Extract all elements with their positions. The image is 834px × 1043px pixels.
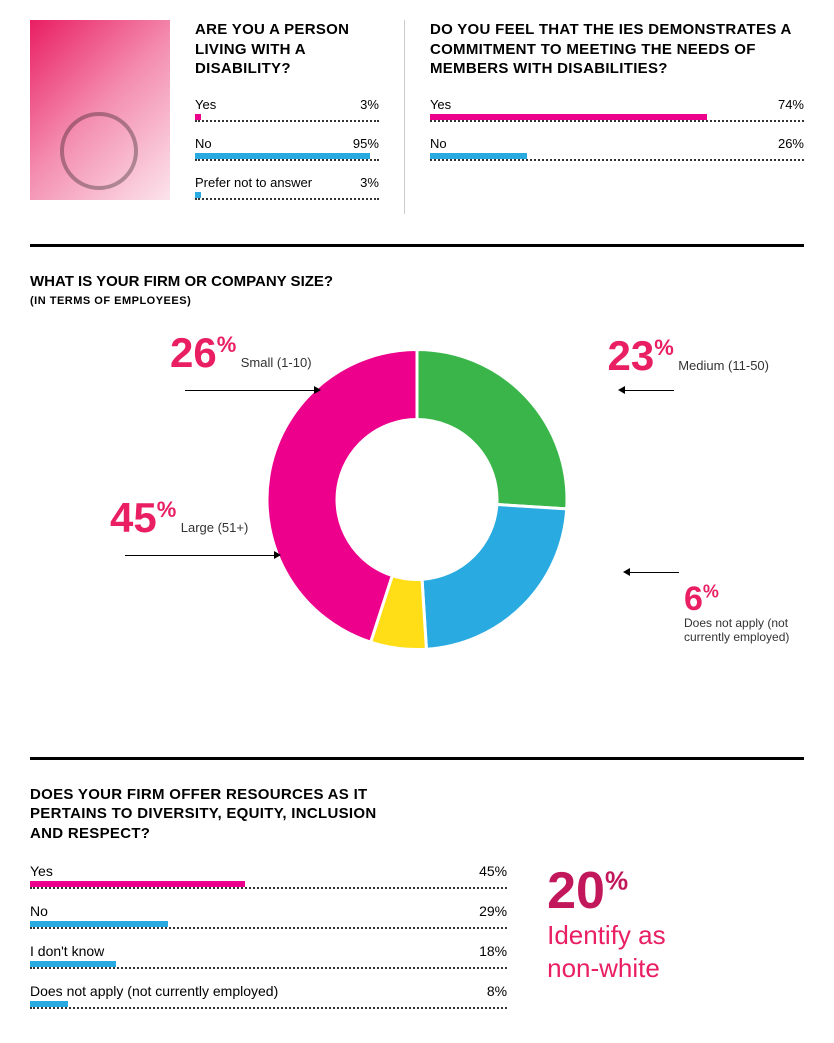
pct-large: 45% [110,494,176,541]
bar-label: Yes [30,863,53,879]
donut-chart [257,339,577,664]
bar-row: Prefer not to answer 3% [195,175,379,200]
bar-value: 95% [353,136,379,151]
bar-value: 3% [360,175,379,190]
bar-value: 8% [487,983,507,999]
bar-row: I don't know 18% [30,943,507,969]
bar-value: 18% [479,943,507,959]
arrow-na [629,572,679,573]
divider-1 [30,244,804,247]
bar-value: 3% [360,97,379,112]
donut-section: WHAT IS YOUR FIRM OR COMPANY SIZE? (IN T… [30,272,804,732]
label-na: Does not apply (not currently employed) [684,616,794,645]
bar-row: Yes 74% [430,97,804,122]
q2-bars: Yes 74% No 26% [430,97,804,161]
q1-title: ARE YOU A PERSON LIVING WITH A DISABILIT… [195,20,379,79]
bar-label: I don't know [30,943,104,959]
bar-label: Does not apply (not currently employed) [30,983,278,999]
bar-row: No 29% [30,903,507,929]
donut-slice [422,504,567,649]
bar-row: Yes 3% [195,97,379,122]
bar-label: Yes [430,97,451,112]
bar-row: No 26% [430,136,804,161]
bar-label: Yes [195,97,216,112]
donut-slice [417,349,567,508]
label-medium: Medium (11-50) [678,358,769,373]
bar-label: No [30,903,48,919]
stat-text-1: Identify as [547,921,804,951]
bar-row: Yes 45% [30,863,507,889]
pct-medium: 23% [607,332,673,379]
q3-bars: Yes 45% No 29% I don't know 18% Does not apply… [30,863,507,1009]
divider-2 [30,757,804,760]
question-dei: DOES YOUR FIRM OFFER RESOURCES AS IT PER… [30,785,507,1024]
callout-small: 26% Small (1-10) [170,332,312,374]
label-small: Small (1-10) [241,355,312,370]
arrow-large [125,555,275,556]
arrow-small [185,390,315,391]
bar-value: 26% [778,136,804,151]
q3-title: DOES YOUR FIRM OFFER RESOURCES AS IT PER… [30,785,390,844]
bar-value: 29% [479,903,507,919]
bar-label: No [195,136,212,151]
bar-row: Does not apply (not currently employed) 8… [30,983,507,1009]
pct-na: 6% [684,582,794,616]
right-column: DO YOU FEEL THAT THE IES DEMONSTRATES A … [430,20,804,214]
bottom-section: DOES YOUR FIRM OFFER RESOURCES AS IT PER… [30,785,804,1024]
bar-label: No [430,136,447,151]
callout-na: 6% Does not apply (not currently employe… [684,582,794,645]
donut-subtitle: (IN TERMS OF EMPLOYEES) [30,295,804,307]
bar-label: Prefer not to answer [195,175,312,190]
left-column: ARE YOU A PERSON LIVING WITH A DISABILIT… [30,20,405,214]
stat-value: 20% [547,865,804,917]
q1-bars: Yes 3% No 95% Prefer not to answer 3% [195,97,379,200]
top-section: ARE YOU A PERSON LIVING WITH A DISABILIT… [30,20,804,214]
stat-text-2: non-white [547,954,804,984]
bar-row: No 95% [195,136,379,161]
donut-title: WHAT IS YOUR FIRM OR COMPANY SIZE? [30,272,804,292]
bar-value: 45% [479,863,507,879]
question-ies-commitment: DO YOU FEEL THAT THE IES DEMONSTRATES A … [430,20,804,161]
arrow-medium [624,390,674,391]
label-large: Large (51+) [181,520,249,535]
bar-value: 74% [778,97,804,112]
q2-title: DO YOU FEEL THAT THE IES DEMONSTRATES A … [430,20,804,79]
callout-large: 45% Large (51+) [110,497,248,539]
pct-small: 26% [170,329,236,376]
stat-nonwhite: 20% Identify as non-white [547,785,804,1024]
question-disability: ARE YOU A PERSON LIVING WITH A DISABILIT… [195,20,379,214]
callout-medium: 23% Medium (11-50) [607,335,769,377]
wheelchair-photo [30,20,170,200]
